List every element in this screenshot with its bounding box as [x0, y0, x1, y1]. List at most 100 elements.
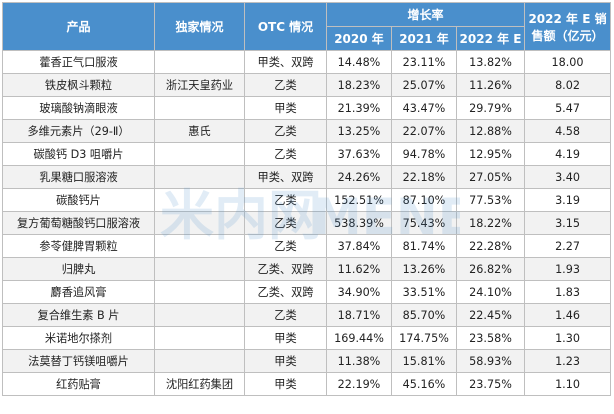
table-row: 参苓健脾胃颗粒 乙类 37.84% 81.74% 22.28% 2.27	[2, 234, 612, 258]
cell-sales: 4.19	[524, 142, 612, 166]
cell-g2022: 23.75%	[455, 372, 526, 396]
cell-g2022: 26.82%	[455, 257, 526, 281]
cell-exclusive: 惠氏	[154, 119, 245, 143]
table-row: 藿香正气口服液 甲类、双跨 14.48% 23.11% 13.82% 18.00	[2, 50, 612, 74]
cell-sales: 2.27	[524, 234, 612, 258]
cell-product: 法莫替丁钙镁咀嚼片	[2, 349, 155, 373]
cell-otc: 甲类	[244, 349, 327, 373]
cell-g2020: 21.39%	[326, 96, 392, 120]
cell-exclusive	[154, 349, 245, 373]
table-row: 复方葡萄糖酸钙口服溶液 乙类 538.39% 75.43% 18.22% 3.15	[2, 211, 612, 235]
cell-exclusive: 浙江天皇药业	[154, 73, 245, 97]
cell-exclusive	[154, 96, 245, 120]
cell-sales: 1.83	[524, 280, 612, 304]
cell-g2020: 37.63%	[326, 142, 392, 166]
header-sales-line2: 售额（亿元）	[531, 28, 604, 43]
cell-exclusive	[154, 280, 245, 304]
cell-exclusive	[154, 303, 245, 327]
cell-g2020: 37.84%	[326, 234, 392, 258]
table-row: 多维元素片（29-Ⅱ） 惠氏 乙类 13.25% 22.07% 12.88% 4.58	[2, 119, 612, 143]
cell-g2021: 13.26%	[391, 257, 457, 281]
cell-g2022: 23.58%	[455, 326, 526, 350]
cell-exclusive	[154, 326, 245, 350]
cell-g2021: 22.18%	[391, 165, 457, 189]
header-2022e: 2022 年 E	[455, 26, 526, 51]
cell-g2021: 23.11%	[391, 50, 457, 74]
cell-sales: 8.02	[524, 73, 612, 97]
cell-g2022: 12.95%	[455, 142, 526, 166]
header-row-2: 2020 年 2021 年 2022 年 E	[3, 26, 611, 51]
cell-product: 复合维生素 B 片	[2, 303, 155, 327]
cell-sales: 1.46	[524, 303, 612, 327]
cell-g2021: 43.47%	[391, 96, 457, 120]
cell-g2022: 22.28%	[455, 234, 526, 258]
cell-g2022: 24.10%	[455, 280, 526, 304]
cell-g2021: 33.51%	[391, 280, 457, 304]
header-sales-line1: 2022 年 E 销	[528, 11, 607, 26]
cell-g2021: 174.75%	[391, 326, 457, 350]
header-otc: OTC 情况	[244, 2, 327, 51]
cell-exclusive	[154, 188, 245, 212]
cell-otc: 乙类	[244, 211, 327, 235]
table-row: 红药贴膏 沈阳红药集团 甲类 22.19% 45.16% 23.75% 1.10	[2, 372, 612, 396]
cell-g2020: 11.38%	[326, 349, 392, 373]
cell-exclusive	[154, 142, 245, 166]
cell-sales: 18.00	[524, 50, 612, 74]
cell-otc: 乙类	[244, 142, 327, 166]
cell-product: 参苓健脾胃颗粒	[2, 234, 155, 258]
cell-exclusive	[154, 165, 245, 189]
cell-g2022: 13.82%	[455, 50, 526, 74]
cell-otc: 乙类、双跨	[244, 280, 327, 304]
cell-exclusive	[154, 50, 245, 74]
cell-g2020: 152.51%	[326, 188, 392, 212]
cell-g2021: 81.74%	[391, 234, 457, 258]
cell-g2021: 85.70%	[391, 303, 457, 327]
cell-g2020: 24.26%	[326, 165, 392, 189]
cell-exclusive: 沈阳红药集团	[154, 372, 245, 396]
cell-g2022: 12.88%	[455, 119, 526, 143]
cell-product: 藿香正气口服液	[2, 50, 155, 74]
cell-g2021: 45.16%	[391, 372, 457, 396]
header-row-1: 产品 独家情况 OTC 情况 增长率 2022 年 E 销 售额（亿元）	[2, 2, 612, 51]
header-growth: 增长率	[325, 2, 526, 27]
cell-otc: 乙类、双跨	[244, 257, 327, 281]
table-row: 铁皮枫斗颗粒 浙江天皇药业 乙类 18.23% 25.07% 11.26% 8.02	[2, 73, 612, 97]
cell-exclusive	[154, 211, 245, 235]
cell-exclusive	[154, 257, 245, 281]
header-2020: 2020 年	[326, 26, 392, 51]
cell-g2022: 11.26%	[455, 73, 526, 97]
cell-g2021: 22.07%	[391, 119, 457, 143]
cell-otc: 甲类、双跨	[244, 50, 327, 74]
header-2021: 2021 年	[391, 26, 457, 51]
cell-sales: 4.58	[524, 119, 612, 143]
cell-sales: 1.10	[524, 372, 612, 396]
cell-product: 乳果糖口服溶液	[2, 165, 155, 189]
table-row: 米诺地尔搽剂 甲类 169.44% 174.75% 23.58% 1.30	[2, 326, 612, 350]
cell-otc: 乙类	[244, 73, 327, 97]
table-body: 藿香正气口服液 甲类、双跨 14.48% 23.11% 13.82% 18.00 铁皮枫斗颗…	[2, 50, 612, 396]
cell-product: 复方葡萄糖酸钙口服溶液	[2, 211, 155, 235]
cell-sales: 3.19	[524, 188, 612, 212]
cell-g2022: 77.53%	[455, 188, 526, 212]
cell-otc: 乙类	[244, 303, 327, 327]
cell-product: 碳酸钙片	[2, 188, 155, 212]
cell-g2020: 22.19%	[326, 372, 392, 396]
cell-exclusive	[154, 234, 245, 258]
cell-g2020: 13.25%	[326, 119, 392, 143]
cell-product: 归脾丸	[2, 257, 155, 281]
cell-g2022: 18.22%	[455, 211, 526, 235]
cell-sales: 3.15	[524, 211, 612, 235]
otc-products-table: 产品 独家情况 OTC 情况 增长率 2022 年 E 销 售额（亿元） 202…	[2, 2, 612, 396]
cell-g2021: 15.81%	[391, 349, 457, 373]
cell-sales: 3.40	[524, 165, 612, 189]
cell-otc: 甲类	[244, 372, 327, 396]
table-row: 碳酸钙片 乙类 152.51% 87.10% 77.53% 3.19	[2, 188, 612, 212]
cell-g2021: 87.10%	[391, 188, 457, 212]
cell-otc: 乙类	[244, 234, 327, 258]
cell-g2020: 11.62%	[326, 257, 392, 281]
cell-g2022: 29.79%	[455, 96, 526, 120]
table-row: 乳果糖口服溶液 甲类、双跨 24.26% 22.18% 27.05% 3.40	[2, 165, 612, 189]
table-row: 玻璃酸钠滴眼液 甲类 21.39% 43.47% 29.79% 5.47	[2, 96, 612, 120]
cell-g2021: 75.43%	[391, 211, 457, 235]
